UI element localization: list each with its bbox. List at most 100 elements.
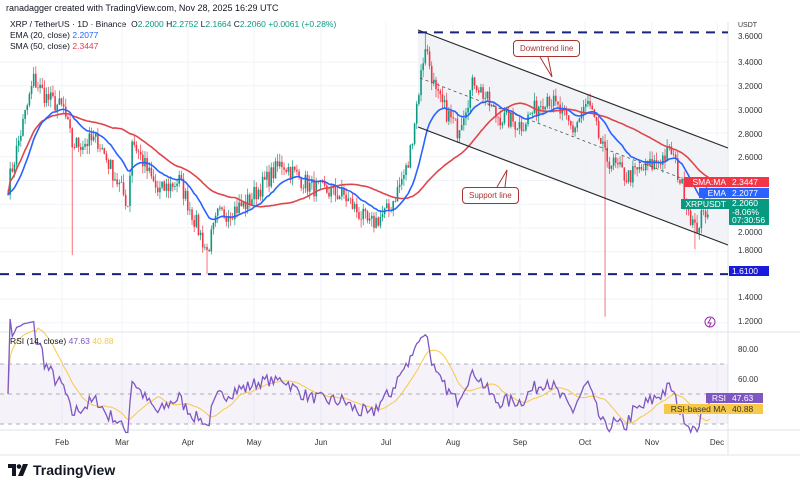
- candle-body: [520, 122, 523, 132]
- candle-body: [576, 122, 579, 128]
- candle-body: [413, 123, 416, 144]
- candle-body: [167, 183, 170, 192]
- candle-body: [619, 162, 621, 165]
- candle-body: [411, 143, 414, 146]
- candle-body: [544, 107, 546, 110]
- candle-body: [157, 187, 159, 193]
- candle-body: [159, 187, 161, 193]
- candle-body: [694, 219, 696, 223]
- candle-body: [293, 166, 296, 170]
- candle-body: [347, 198, 350, 202]
- candle-body: [512, 112, 514, 122]
- last-price: 2.2060: [732, 199, 758, 208]
- candle-body: [163, 181, 166, 191]
- candle-body: [582, 106, 585, 114]
- candle-body: [591, 105, 594, 110]
- candle-body: [255, 186, 258, 200]
- channel-fill: [418, 30, 728, 245]
- candle-body: [45, 94, 48, 104]
- candle-body: [285, 169, 287, 172]
- candle-body: [495, 106, 497, 118]
- candle-body: [702, 210, 705, 212]
- sma-50-line: [7, 102, 711, 208]
- candle-body: [142, 154, 144, 167]
- candle-body: [450, 110, 452, 118]
- symbol-title[interactable]: XRP / TetherUS · 1D · Binance: [10, 19, 127, 29]
- candle-body: [415, 103, 418, 124]
- candle-body: [174, 186, 176, 187]
- candle-body: [653, 159, 656, 170]
- price-tick: 2.8000: [738, 130, 763, 139]
- candle-body: [323, 181, 326, 186]
- candle-body: [525, 124, 527, 131]
- candle-body: [632, 166, 634, 183]
- candle-body: [201, 232, 204, 248]
- lightning-icon: [704, 316, 716, 328]
- time-tick: May: [246, 438, 262, 447]
- candle-body: [231, 218, 234, 220]
- candle-body: [118, 182, 121, 185]
- candle-body: [418, 95, 420, 104]
- candle-body: [249, 194, 251, 205]
- candle-body: [52, 92, 54, 97]
- candle-body: [268, 171, 270, 187]
- candle-body: [484, 98, 487, 99]
- candle-body: [150, 167, 153, 177]
- candle-body: [296, 169, 298, 172]
- candle-body: [647, 161, 649, 166]
- ema-tag: EMA: [699, 188, 729, 198]
- candle-body: [62, 104, 65, 107]
- candle-body: [407, 165, 409, 168]
- candle-body: [373, 215, 375, 228]
- candle-body: [238, 202, 240, 213]
- candle-body: [227, 216, 230, 222]
- candle-body: [362, 208, 365, 220]
- candle-body: [706, 214, 709, 218]
- candle-body: [396, 187, 399, 202]
- candle-body: [184, 190, 187, 199]
- candle-body: [659, 162, 662, 165]
- candle-body: [251, 199, 253, 205]
- candle-body: [15, 145, 18, 165]
- candle-body: [300, 177, 302, 188]
- candle-body: [276, 161, 279, 167]
- candle-body: [216, 208, 219, 216]
- candle-body: [242, 201, 245, 207]
- support-annotation[interactable]: Support line: [462, 187, 519, 204]
- candle-body: [212, 222, 215, 230]
- tradingview-logo[interactable]: TradingView: [8, 462, 115, 478]
- candle-body: [86, 143, 88, 147]
- rsi-legend-title[interactable]: RSI (14, close): [10, 336, 67, 346]
- candle-body: [458, 130, 461, 139]
- open-value: 2.2000: [137, 19, 164, 29]
- rsi-legend: RSI (14, close) 47.63 40.88: [10, 336, 114, 346]
- candle-body: [30, 85, 33, 94]
- time-tick: Aug: [445, 438, 461, 447]
- candle-body: [463, 118, 465, 126]
- candle-body: [189, 209, 191, 211]
- time-tick: Jul: [380, 438, 392, 447]
- candle-body: [176, 183, 178, 187]
- candle-body: [210, 229, 213, 252]
- candle-body: [306, 174, 309, 192]
- sma-legend[interactable]: SMA (50, close): [10, 41, 70, 51]
- candle-body: [219, 207, 221, 209]
- candle-body: [473, 77, 476, 86]
- candle-body: [161, 181, 163, 188]
- candle-body: [465, 112, 467, 119]
- ema-legend[interactable]: EMA (20, close): [10, 30, 70, 40]
- candle-body: [651, 158, 653, 170]
- candle-body: [67, 116, 69, 120]
- candle-body: [334, 185, 337, 196]
- candle-body: [71, 128, 73, 148]
- candle-body: [612, 157, 615, 166]
- candle-body: [7, 194, 9, 196]
- candle-body: [595, 116, 598, 121]
- candle-body: [302, 187, 305, 189]
- time-tick: Nov: [644, 438, 660, 447]
- rsi-legend-value: 47.63: [68, 336, 90, 346]
- candle-body: [330, 188, 332, 197]
- candle-body: [585, 104, 587, 107]
- downtrend-annotation[interactable]: Downtrend line: [513, 40, 581, 57]
